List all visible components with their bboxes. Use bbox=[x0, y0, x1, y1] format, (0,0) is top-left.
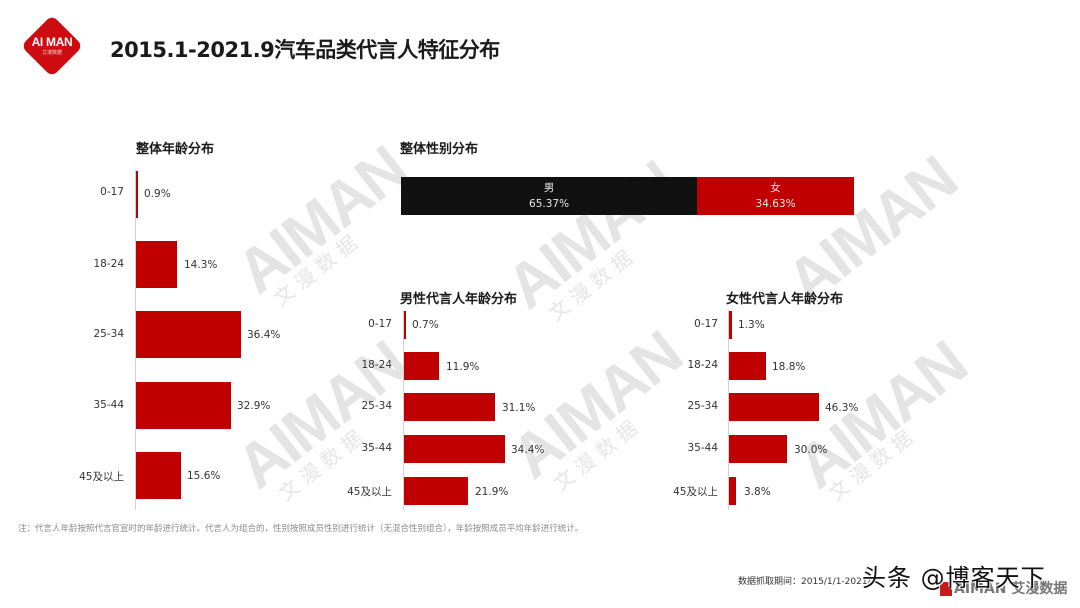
category-label: 35-44 bbox=[93, 399, 124, 411]
bar bbox=[136, 241, 177, 288]
category-label: 35-44 bbox=[687, 442, 718, 454]
bar bbox=[404, 393, 495, 421]
data-source: 数据抓取期间：2015/1/1-2021/9 bbox=[738, 577, 877, 587]
chart-title: 整体年龄分布 bbox=[136, 142, 215, 157]
category-label: 25-34 bbox=[361, 400, 392, 412]
brand-logo-icon bbox=[940, 582, 952, 596]
value-label: 36.4% bbox=[247, 329, 281, 341]
bar bbox=[729, 435, 787, 463]
page-title: 2015.1-2021.9汽车品类代言人特征分布 bbox=[110, 38, 500, 62]
category-label: 45及以上 bbox=[347, 486, 392, 498]
bar bbox=[729, 477, 736, 505]
male-label: 男 bbox=[543, 182, 555, 194]
y-axis-line bbox=[728, 310, 729, 510]
chart-title: 女性代言人年龄分布 bbox=[726, 292, 844, 307]
value-label: 11.9% bbox=[446, 361, 480, 373]
bar bbox=[404, 311, 406, 339]
bar bbox=[136, 382, 231, 429]
value-label: 0.9% bbox=[144, 188, 171, 200]
chart-title: 整体性别分布 bbox=[400, 142, 479, 157]
category-label: 18-24 bbox=[687, 359, 718, 371]
gender-stacked-bar: 男 65.37% 女 34.63% bbox=[401, 177, 854, 215]
bar bbox=[729, 352, 766, 380]
value-label: 32.9% bbox=[237, 400, 271, 412]
category-label: 45及以上 bbox=[673, 486, 718, 498]
logo-text: AI MAN bbox=[31, 35, 73, 49]
value-label: 3.8% bbox=[744, 486, 771, 498]
chart-title: 男性代言人年龄分布 bbox=[400, 292, 518, 307]
female-value: 34.63% bbox=[755, 198, 796, 210]
male-value: 65.37% bbox=[529, 198, 570, 210]
category-label: 0-17 bbox=[100, 186, 124, 198]
bar bbox=[136, 311, 241, 358]
value-label: 15.6% bbox=[187, 470, 221, 482]
category-label: 35-44 bbox=[361, 442, 392, 454]
bar bbox=[729, 393, 819, 421]
bar bbox=[404, 435, 505, 463]
category-label: 45及以上 bbox=[79, 471, 124, 483]
category-label: 0-17 bbox=[694, 318, 718, 330]
bar bbox=[404, 477, 468, 505]
bar bbox=[136, 171, 138, 218]
category-label: 18-24 bbox=[93, 258, 124, 270]
value-label: 34.4% bbox=[511, 444, 545, 456]
value-label: 14.3% bbox=[184, 259, 218, 271]
value-label: 18.8% bbox=[772, 361, 806, 373]
value-label: 46.3% bbox=[825, 402, 859, 414]
value-label: 30.0% bbox=[794, 444, 828, 456]
female-segment: 女 34.63% bbox=[697, 177, 854, 215]
value-label: 1.3% bbox=[738, 319, 765, 331]
category-label: 0-17 bbox=[368, 318, 392, 330]
bar bbox=[136, 452, 181, 499]
value-label: 0.7% bbox=[412, 319, 439, 331]
value-label: 31.1% bbox=[502, 402, 536, 414]
brand-text: AIMAN 艾漫数据 bbox=[954, 581, 1068, 597]
brand-mark: AIMAN 艾漫数据 bbox=[940, 578, 1067, 598]
footnote: 注：代言人年龄按照代言官宣时的年龄进行统计。代言人为组合的，性别按照成员性别进行… bbox=[18, 524, 584, 534]
category-label: 25-34 bbox=[93, 328, 124, 340]
male-segment: 男 65.37% bbox=[401, 177, 698, 215]
y-axis-line bbox=[403, 310, 404, 510]
y-axis-line bbox=[135, 170, 136, 510]
toutiao-stamp: 头条 @博客天下 bbox=[862, 564, 1046, 592]
category-label: 18-24 bbox=[361, 359, 392, 371]
logo-subtext: 艾漫数据 bbox=[41, 50, 62, 56]
bar bbox=[404, 352, 439, 380]
category-label: 25-34 bbox=[687, 400, 718, 412]
value-label: 21.9% bbox=[475, 486, 509, 498]
aiman-logo: AI MAN 艾漫数据 bbox=[20, 14, 84, 78]
female-label: 女 bbox=[770, 182, 781, 194]
bar bbox=[729, 311, 732, 339]
